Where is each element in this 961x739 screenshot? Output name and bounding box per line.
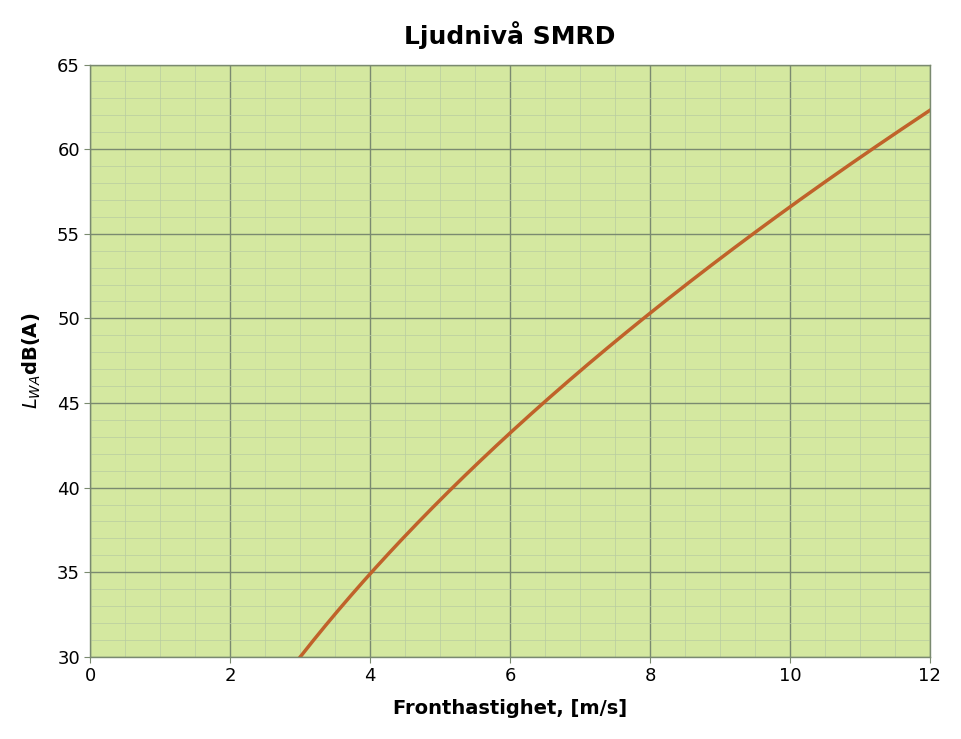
Y-axis label: $L_{WA}$dB(A): $L_{WA}$dB(A): [21, 313, 43, 409]
X-axis label: Fronthastighet, [m/s]: Fronthastighet, [m/s]: [393, 699, 627, 718]
Title: Ljudnivå SMRD: Ljudnivå SMRD: [404, 21, 615, 49]
